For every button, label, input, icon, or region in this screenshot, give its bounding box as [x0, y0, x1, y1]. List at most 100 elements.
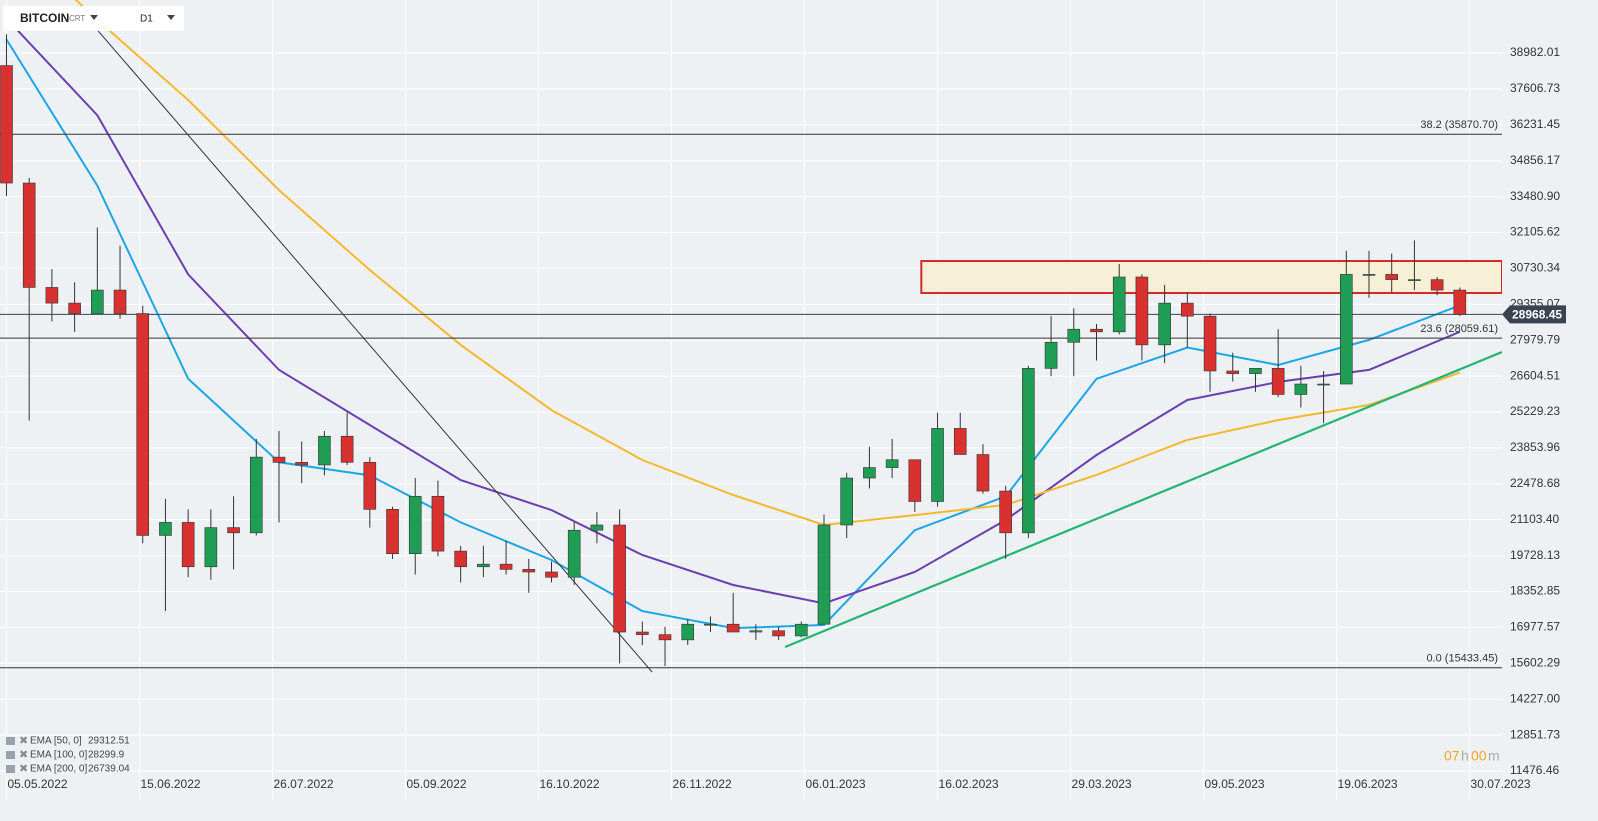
x-tick-label: 05.09.2022: [407, 777, 467, 791]
x-tick-label: 26.07.2022: [274, 777, 334, 791]
y-tick-label: 26604.51: [1510, 368, 1560, 382]
candle-body: [522, 569, 536, 573]
legend-value: 29312.51: [88, 736, 130, 747]
legend-name: EMA [100, 0]: [30, 750, 87, 761]
y-tick-label: 38982.01: [1510, 45, 1560, 59]
candle-body: [91, 289, 104, 314]
plot-area: [0, 0, 1502, 673]
legend-name: EMA [200, 0]: [30, 764, 87, 775]
candle-body: [863, 467, 876, 479]
x-tick-label: 26.11.2022: [673, 777, 732, 791]
candle-body: [1385, 274, 1399, 280]
caret: [167, 15, 175, 20]
timer-hours: 07: [1444, 748, 1460, 764]
candle-body: [613, 524, 626, 633]
timer-minutes: 00: [1471, 748, 1487, 764]
resistance-zone: [920, 260, 1502, 294]
candle-body: [545, 571, 558, 578]
trendline: [83, 14, 653, 673]
candle-body: [1408, 279, 1421, 281]
candle-body: [1044, 341, 1058, 369]
x-tick-label: 09.05.2023: [1205, 777, 1265, 791]
y-tick-label: 32105.62: [1510, 225, 1560, 239]
candle-body: [1249, 368, 1262, 374]
x-tick-label: 29.03.2023: [1072, 777, 1132, 791]
y-tick-label: 34856.17: [1510, 153, 1560, 167]
candle-body: [1158, 302, 1171, 346]
candle-body: [68, 302, 81, 314]
y-tick-label: 30730.34: [1510, 261, 1560, 275]
candle-body: [363, 462, 377, 510]
legend-remove: ✖: [19, 735, 28, 747]
candle-body: [1181, 302, 1194, 317]
candle-body: [45, 287, 59, 304]
candle-body: [908, 459, 922, 502]
legend: ✖ EMA [50, 0] 29312.51✖ EMA [100, 0] 28299.9…: [6, 735, 130, 775]
legend-icon: [6, 765, 15, 773]
candle-body: [431, 495, 445, 552]
candle-body: [772, 630, 785, 637]
candle-body: [0, 65, 13, 184]
candle-body: [931, 428, 944, 502]
candle-body: [1430, 279, 1444, 291]
candle-body: [1294, 383, 1308, 395]
y-tick-label: 18352.85: [1510, 584, 1560, 598]
legend-value: 26739.04: [88, 764, 130, 775]
x-tick-label: 15.06.2022: [140, 777, 200, 791]
x-tick-label: 30.07.2023: [1471, 777, 1531, 791]
candle-body: [159, 522, 172, 536]
candle-body: [22, 182, 36, 288]
legend-name: EMA [50, 0]: [30, 736, 82, 747]
y-tick-label: 14227.00: [1510, 691, 1560, 705]
candle-body: [999, 490, 1012, 534]
y-tick-label: 12851.73: [1510, 727, 1560, 741]
candle-body: [1135, 276, 1149, 346]
legend-remove: ✖: [19, 749, 28, 761]
timer-m: m: [1488, 748, 1500, 764]
y-tick-label: 27979.79: [1510, 332, 1560, 346]
candle-body: [227, 527, 240, 534]
candle-body: [249, 456, 263, 534]
candle-body: [386, 509, 399, 555]
candle-body: [885, 459, 899, 468]
fib-label: 38.2 (35870.70): [1420, 119, 1498, 131]
candle-body: [658, 634, 672, 641]
price-tag: [1502, 305, 1566, 324]
candle-body: [113, 289, 127, 314]
y-tick-label: 36231.45: [1510, 117, 1560, 131]
price-label: 28968.45: [1512, 308, 1562, 322]
legend-remove: ✖: [19, 763, 28, 775]
y-tick-label: 25229.23: [1510, 404, 1560, 418]
candle-body: [1317, 383, 1330, 386]
interval: D1: [140, 14, 153, 25]
legend-icon: [6, 751, 15, 759]
candle-body: [1067, 328, 1081, 343]
y-tick-label: 37606.73: [1510, 81, 1560, 95]
y-tick-label: 23853.96: [1510, 440, 1560, 454]
x-tick-label: 16.02.2023: [939, 777, 999, 791]
candle-body: [1362, 274, 1376, 276]
candle-body: [726, 623, 740, 633]
fib-label: 0.0 (15433.45): [1426, 653, 1498, 665]
candle-body: [1022, 368, 1035, 534]
legend-value: 28299.9: [88, 750, 125, 761]
y-tick-label: 33480.90: [1510, 189, 1560, 203]
candle-body: [794, 623, 808, 637]
candle-body: [136, 313, 150, 536]
candle-body: [590, 524, 604, 531]
y-tick-label: 21103.40: [1510, 512, 1559, 526]
candle-body: [340, 435, 354, 463]
symbol-box[interactable]: BITCOIN CRT D1: [3, 6, 184, 31]
candle-body: [976, 454, 990, 492]
candle-body: [636, 631, 649, 635]
candle-body: [681, 623, 695, 641]
legend-icon: [6, 737, 15, 745]
candle-body: [1339, 274, 1353, 385]
candle-body: [704, 623, 717, 626]
candle-body: [1453, 289, 1467, 315]
y-tick-label: 22478.68: [1510, 476, 1560, 490]
trendline: [784, 350, 1502, 649]
